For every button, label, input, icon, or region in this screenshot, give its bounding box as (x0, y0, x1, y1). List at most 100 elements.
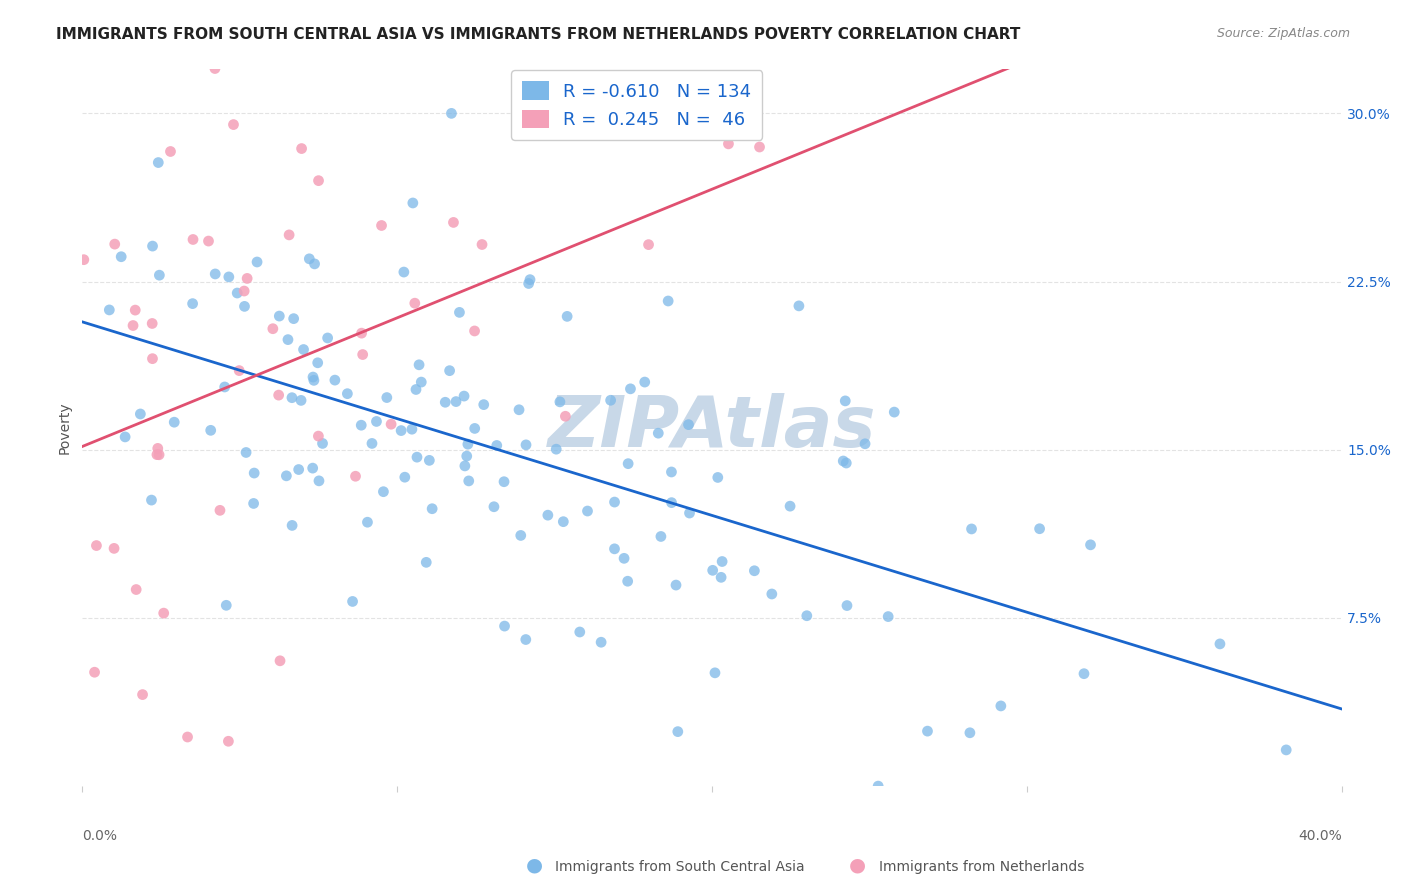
Legend: R = -0.610   N = 134, R =  0.245   N =  46: R = -0.610 N = 134, R = 0.245 N = 46 (510, 70, 762, 140)
Point (233, 299, 256, 313)
Point (454, 458, 477, 473)
Point (373, 484, 395, 499)
Point (402, 196, 425, 211)
Point (647, 426, 669, 441)
Point (200, 423, 222, 437)
Point (959, 725, 981, 739)
Point (204, 267, 226, 281)
Point (292, 343, 315, 357)
Text: ZIPAtlas: ZIPAtlas (548, 392, 876, 462)
Point (665, 578, 688, 592)
Point (336, 386, 359, 401)
Point (302, 373, 325, 387)
Point (214, 380, 236, 394)
Point (408, 358, 430, 372)
Point (637, 237, 659, 252)
Point (444, 394, 467, 409)
Point (246, 255, 269, 269)
Point (1209, 637, 1232, 651)
Y-axis label: Poverty: Poverty (58, 401, 72, 454)
Point (515, 632, 537, 647)
Point (181, 232, 204, 246)
Point (509, 528, 531, 542)
Point (129, 407, 152, 421)
Point (832, 454, 855, 468)
Point (661, 496, 683, 510)
Point (554, 409, 576, 424)
Point (519, 273, 541, 287)
Point (666, 724, 689, 739)
Point (748, 140, 770, 154)
Point (405, 383, 427, 397)
Point (411, 375, 433, 389)
Point (591, 635, 613, 649)
Point (494, 619, 516, 633)
Point (131, 688, 153, 702)
Point (619, 382, 641, 396)
Point (281, 518, 304, 533)
Point (204, 62, 226, 76)
Point (661, 465, 683, 479)
Point (883, 405, 905, 419)
Point (236, 271, 259, 285)
Point (152, 606, 174, 620)
Point (269, 309, 291, 323)
Point (440, 106, 463, 120)
Point (361, 436, 384, 450)
Point (796, 608, 818, 623)
Point (141, 493, 163, 508)
Point (233, 284, 256, 298)
Point (406, 450, 429, 465)
Text: 40.0%: 40.0% (1299, 830, 1343, 843)
Text: 0.0%: 0.0% (83, 830, 117, 843)
Point (779, 499, 801, 513)
Point (242, 496, 264, 510)
Point (86, 539, 108, 553)
Point (307, 429, 329, 443)
Point (287, 462, 309, 476)
Point (217, 734, 239, 748)
Point (104, 237, 127, 252)
Point (83, 665, 105, 680)
Point (711, 555, 734, 569)
Point (835, 456, 858, 470)
Point (599, 393, 621, 408)
Point (453, 389, 475, 403)
Point (307, 356, 329, 370)
Point (235, 445, 257, 459)
Point (617, 457, 640, 471)
Point (73, 252, 96, 267)
Point (457, 437, 479, 451)
Point (291, 142, 314, 156)
Point (835, 599, 858, 613)
Point (366, 414, 388, 428)
Point (482, 500, 505, 514)
Point (114, 430, 136, 444)
Point (375, 391, 398, 405)
Point (717, 136, 740, 151)
Point (657, 293, 679, 308)
Point (222, 118, 245, 132)
Point (98, 302, 121, 317)
Point (141, 239, 163, 253)
Point (350, 418, 373, 433)
Point (515, 438, 537, 452)
Point (228, 363, 250, 377)
Text: Immigrants from South Central Asia: Immigrants from South Central Asia (555, 860, 806, 874)
Point (283, 311, 305, 326)
Point (678, 506, 700, 520)
Point (990, 698, 1012, 713)
Point (1073, 666, 1095, 681)
Point (834, 393, 856, 408)
Point (389, 424, 412, 438)
Point (146, 442, 169, 456)
Point (555, 310, 578, 324)
Point (492, 475, 515, 489)
Point (420, 501, 443, 516)
Point (344, 469, 367, 483)
Point (443, 215, 465, 229)
Point (392, 265, 415, 279)
Point (553, 515, 575, 529)
Point (125, 582, 148, 597)
Point (262, 322, 284, 336)
